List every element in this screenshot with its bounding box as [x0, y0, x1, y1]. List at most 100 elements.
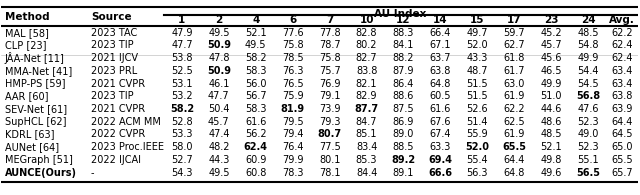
Text: 12: 12	[396, 15, 411, 25]
Text: 66.4: 66.4	[430, 28, 451, 38]
Text: 78.5: 78.5	[282, 53, 303, 63]
Text: 52.6: 52.6	[467, 104, 488, 114]
Text: 52.3: 52.3	[577, 117, 599, 127]
Text: 56.5: 56.5	[576, 168, 600, 178]
Text: 49.7: 49.7	[467, 28, 488, 38]
Text: 58.0: 58.0	[171, 142, 193, 152]
Text: 61.6: 61.6	[245, 117, 266, 127]
Text: 52.1: 52.1	[245, 28, 267, 38]
Text: 89.0: 89.0	[393, 129, 414, 139]
Text: 51.5: 51.5	[467, 79, 488, 89]
Text: 83.8: 83.8	[356, 66, 377, 76]
Text: 56.7: 56.7	[245, 91, 267, 101]
Text: 45.2: 45.2	[540, 28, 562, 38]
Text: 52.0: 52.0	[465, 142, 490, 152]
Text: 61.9: 61.9	[504, 129, 525, 139]
Text: 79.5: 79.5	[282, 117, 303, 127]
Text: 58.3: 58.3	[245, 66, 266, 76]
Text: 62.4: 62.4	[611, 40, 633, 50]
Text: 2022 ACM MM: 2022 ACM MM	[91, 117, 161, 127]
Text: 58.3: 58.3	[245, 104, 266, 114]
Text: 49.5: 49.5	[245, 40, 266, 50]
Text: 79.9: 79.9	[282, 155, 303, 165]
Text: 88.3: 88.3	[393, 28, 414, 38]
Text: 64.4: 64.4	[504, 155, 525, 165]
Text: 49.5: 49.5	[208, 168, 230, 178]
Text: 69.4: 69.4	[428, 155, 452, 165]
Text: 63.9: 63.9	[612, 104, 633, 114]
Text: 76.5: 76.5	[282, 79, 303, 89]
Text: 50.9: 50.9	[207, 66, 231, 76]
Text: 45.7: 45.7	[208, 117, 230, 127]
Text: MMA-Net [41]: MMA-Net [41]	[4, 66, 72, 76]
Text: 56.3: 56.3	[467, 168, 488, 178]
Text: 85.1: 85.1	[356, 129, 378, 139]
Text: 64.8: 64.8	[430, 79, 451, 89]
Text: 77.6: 77.6	[282, 28, 303, 38]
Text: 2021 IJCV: 2021 IJCV	[91, 53, 138, 63]
Text: 2021 CVPR: 2021 CVPR	[91, 104, 145, 114]
Text: 53.1: 53.1	[171, 79, 193, 89]
Text: 55.1: 55.1	[577, 155, 599, 165]
Text: 2: 2	[215, 15, 223, 25]
Text: 63.8: 63.8	[612, 91, 633, 101]
Text: 55.4: 55.4	[467, 155, 488, 165]
Text: 63.4: 63.4	[612, 79, 633, 89]
Text: 82.8: 82.8	[356, 28, 378, 38]
Text: CLP [23]: CLP [23]	[4, 40, 46, 50]
Text: Avg.: Avg.	[609, 15, 635, 25]
Text: 52.7: 52.7	[171, 155, 193, 165]
Text: 61.9: 61.9	[504, 91, 525, 101]
Text: 48.5: 48.5	[577, 28, 599, 38]
Text: 54.4: 54.4	[577, 66, 599, 76]
Text: 52.0: 52.0	[467, 40, 488, 50]
Text: 63.3: 63.3	[430, 142, 451, 152]
Text: 53.8: 53.8	[171, 53, 193, 63]
Text: 80.1: 80.1	[319, 155, 340, 165]
Text: 62.5: 62.5	[504, 117, 525, 127]
Text: 81.9: 81.9	[280, 104, 305, 114]
Text: 6: 6	[289, 15, 296, 25]
Text: 88.6: 88.6	[393, 91, 414, 101]
Text: 67.6: 67.6	[429, 117, 451, 127]
Text: 49.8: 49.8	[541, 155, 562, 165]
Text: SEV-Net [61]: SEV-Net [61]	[4, 104, 67, 114]
Text: 7: 7	[326, 15, 333, 25]
Text: 45.6: 45.6	[541, 53, 562, 63]
Text: 84.4: 84.4	[356, 168, 377, 178]
Text: 78.3: 78.3	[282, 168, 303, 178]
Text: 49.5: 49.5	[208, 28, 230, 38]
Text: AAR [60]: AAR [60]	[4, 91, 48, 101]
Text: 83.4: 83.4	[356, 142, 377, 152]
Text: 79.4: 79.4	[282, 129, 303, 139]
Text: 47.6: 47.6	[577, 104, 599, 114]
Text: 48.5: 48.5	[541, 129, 562, 139]
Text: 61.6: 61.6	[430, 104, 451, 114]
Text: 62.2: 62.2	[504, 104, 525, 114]
Text: 48.7: 48.7	[467, 66, 488, 76]
Text: 61.8: 61.8	[504, 53, 525, 63]
Text: 2022 IJCAI: 2022 IJCAI	[91, 155, 141, 165]
Text: 17: 17	[507, 15, 522, 25]
Text: 79.1: 79.1	[319, 91, 340, 101]
Text: 62.4: 62.4	[244, 142, 268, 152]
Text: 61.7: 61.7	[504, 66, 525, 76]
Text: 62.2: 62.2	[611, 28, 633, 38]
Text: 60.5: 60.5	[429, 91, 451, 101]
Text: 60.8: 60.8	[245, 168, 266, 178]
Text: 73.9: 73.9	[319, 104, 340, 114]
Text: 75.8: 75.8	[282, 40, 303, 50]
Text: 47.8: 47.8	[208, 53, 230, 63]
Text: 85.3: 85.3	[356, 155, 378, 165]
Text: MAL [58]: MAL [58]	[4, 28, 49, 38]
Text: 47.9: 47.9	[171, 28, 193, 38]
Text: 76.4: 76.4	[282, 142, 303, 152]
Text: 84.7: 84.7	[356, 117, 378, 127]
Text: 2021 CVPR: 2021 CVPR	[91, 79, 145, 89]
Text: 65.0: 65.0	[611, 142, 633, 152]
Text: 88.5: 88.5	[393, 142, 414, 152]
Text: 46.5: 46.5	[541, 66, 562, 76]
Text: -: -	[91, 168, 94, 178]
Text: 2022 CVPR: 2022 CVPR	[91, 129, 145, 139]
Text: HMP-PS [59]: HMP-PS [59]	[4, 79, 65, 89]
